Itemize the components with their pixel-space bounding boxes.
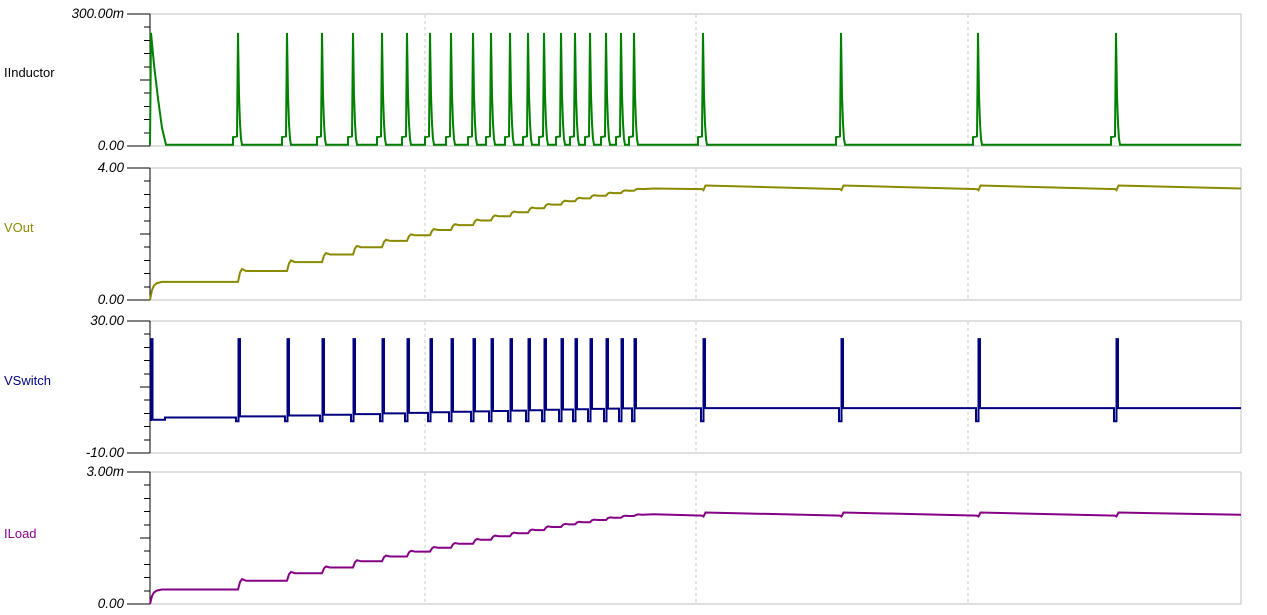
ytick-label-plot1-top: 300.00m — [71, 6, 124, 21]
signal-label-iinductor[interactable]: IInductor — [4, 65, 55, 80]
ytick-label-plot2-bottom: 0.00 — [97, 292, 124, 307]
ytick-label-plot1-bottom: 0.00 — [97, 138, 124, 153]
signal-label-iload[interactable]: ILoad — [4, 526, 37, 541]
ytick-label-plot3-top: 30.00 — [90, 313, 124, 328]
ytick-label-plot3-bottom: -10.00 — [85, 445, 124, 460]
ytick-label-plot4-top: 3.00m — [86, 464, 124, 479]
signal-label-vout[interactable]: VOut — [4, 220, 34, 235]
ytick-label-plot2-top: 4.00 — [97, 160, 124, 175]
signal-label-vswitch[interactable]: VSwitch — [4, 373, 51, 388]
ytick-label-plot4-bottom: 0.00 — [97, 596, 124, 611]
